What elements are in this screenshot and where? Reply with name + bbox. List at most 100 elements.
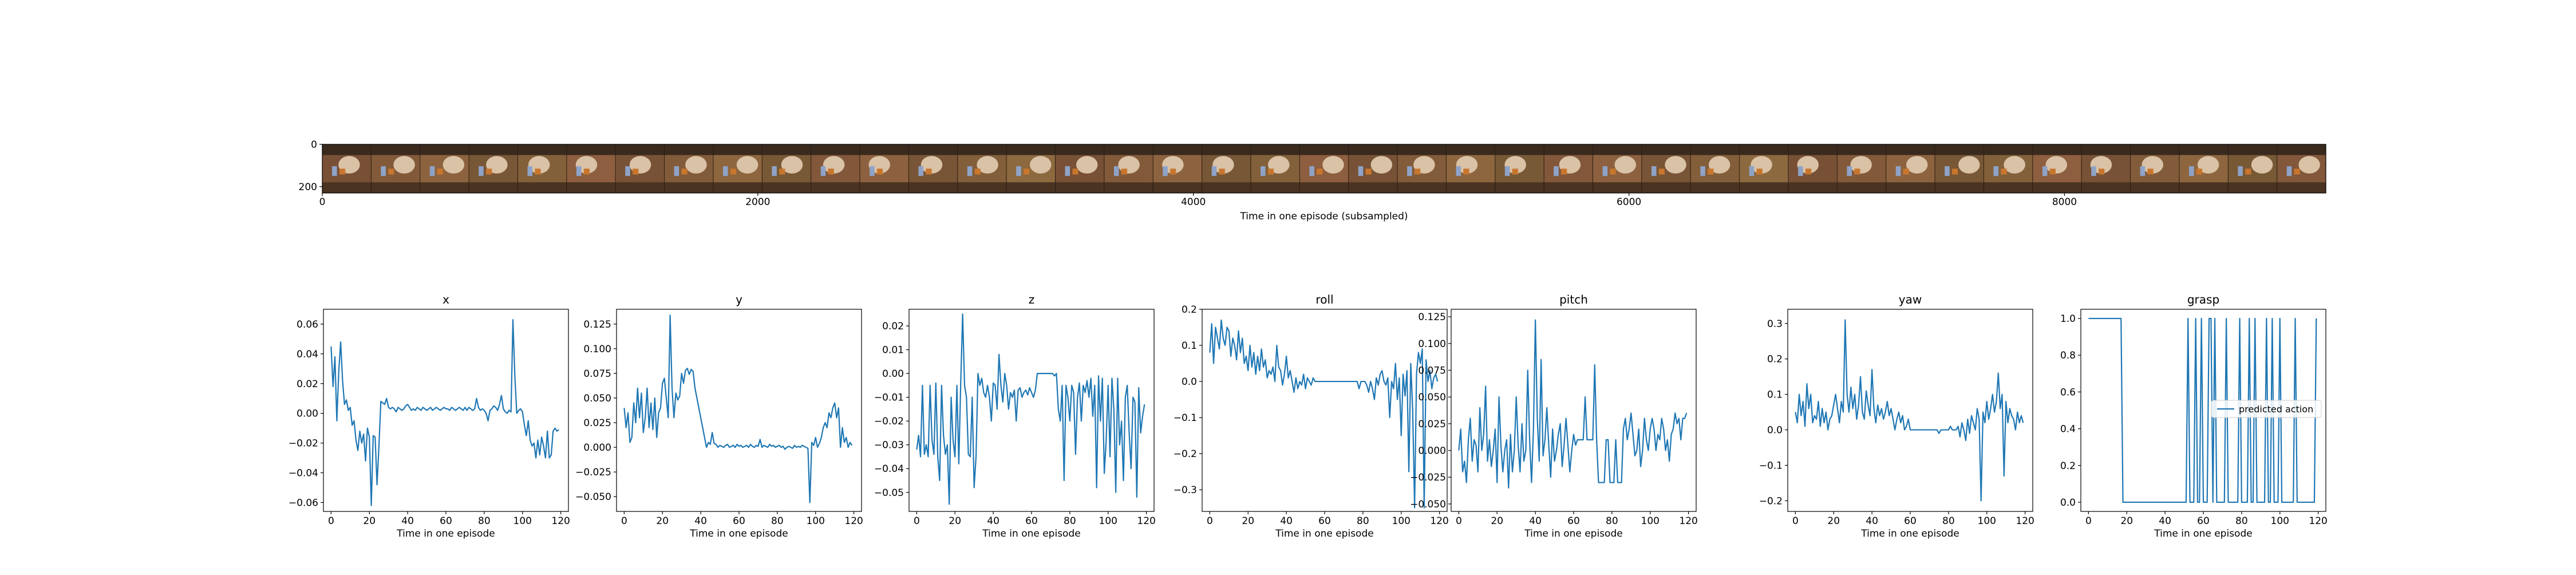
frame-object-blue [1602,166,1608,176]
frame-table-edge [371,182,420,193]
filmstrip-frame [1445,144,1495,193]
frame-back-wall [2081,144,2131,155]
frame-back-wall [2179,144,2229,155]
filmstrip-frame [1152,144,1202,193]
y-tick-label: 0.6 [2060,387,2076,398]
frame-object-blue [1309,166,1314,176]
frame-table-edge [420,182,469,193]
filmstrip-frame [1641,144,1691,193]
filmstrip-frame [615,144,665,193]
frame-table-edge [1348,182,1398,193]
filmstrip-frame [1836,144,1886,193]
y-tick-label: 0.0 [1182,376,1197,388]
frame-object-blue [429,166,435,176]
frame-table-edge [1299,182,1349,193]
filmstrip-frame [713,144,762,193]
y-tick-label: −0.025 [1410,472,1446,483]
y-tick-label: 0.01 [882,345,904,356]
frame-object-orange [339,168,346,175]
y-tick-label: 0.100 [583,344,611,355]
frame-robot-arm [1665,156,1686,174]
frame-object-orange [1805,168,1812,175]
frame-object-blue [1407,166,1412,176]
frame-object-orange [1610,168,1616,175]
x-tick-label: 20 [656,515,669,527]
x-tick-label: 60 [1567,515,1580,527]
frame-object-blue [870,166,875,176]
y-tick-label: 0.000 [583,442,611,454]
x-tick-label: 120 [2016,515,2034,527]
frame-object-blue [479,166,484,176]
frame-table-edge [1006,182,1056,193]
frame-table-edge [811,182,860,193]
series-line [330,319,559,506]
filmstrip-frame [1593,144,1642,193]
frame-object-blue [625,166,630,176]
x-axis-label: Time in one episode [396,528,495,539]
filmstrip-frame [2032,144,2082,193]
frame-object-blue [967,166,973,176]
frame-back-wall [1006,144,1056,155]
frame-object-orange [1561,168,1567,175]
frame-object-blue [332,166,337,176]
subplot-roll: 0 20 40 60 80 100 120 −0.3 −0.2 −0.1 0.0 0.1 0.2 roll… [1174,293,1449,539]
series-line [1795,319,2024,502]
frame-robot-arm [2004,156,2025,174]
frame-robot-arm [1504,156,1526,174]
filmstrip-frame [2130,144,2179,193]
frame-object-orange [1463,168,1469,175]
frame-robot-arm [1076,156,1098,174]
frame-back-wall [566,144,616,155]
frame-object-blue [820,166,826,176]
filmstrip-frame [2179,144,2229,193]
y-tick-label: 0.050 [583,393,611,404]
frame-object-orange [2049,168,2056,175]
y-tick-label: 0.4 [2060,424,2076,435]
frame-back-wall [1250,144,1300,155]
frame-object-blue [527,166,533,176]
frame-back-wall [615,144,665,155]
frame-object-blue [1895,166,1901,176]
filmstrip-frame [859,144,909,193]
filmstrip-frame [1202,144,1251,193]
frame-object-blue [2042,166,2048,176]
filmstrip-x-axis-label: Time in one episode (subsampled) [1239,211,1408,222]
filmstrip-frame [1934,144,1984,193]
frame-object-orange [1219,168,1225,175]
frame-object-orange [1121,168,1127,175]
frame-table-edge [566,182,616,193]
frame-robot-arm [2298,156,2320,174]
frame-object-orange [681,168,688,175]
subplot-title: z [1029,293,1035,306]
frame-table-edge [1055,182,1104,193]
frame-object-blue [381,166,386,176]
plot-area [323,309,568,511]
frame-table-edge [469,182,518,193]
frame-object-orange [633,168,639,175]
x-tick-label: 80 [1064,515,1076,527]
frame-object-orange [2196,168,2203,175]
frame-back-wall [1739,144,1788,155]
subplot-title: y [736,293,742,306]
frame-object-blue [576,166,582,176]
frame-table-edge [1984,182,2033,193]
frame-object-blue [1211,166,1217,176]
frame-table-edge [1153,182,1202,193]
frame-back-wall [1593,144,1642,155]
frame-back-wall [1348,144,1398,155]
y-tick-label: −0.02 [874,416,904,427]
y-tick-label: 0.125 [1418,312,1446,323]
filmstrip-frame [420,144,469,193]
y-tick-label: 0.050 [1418,392,1446,403]
frame-back-wall [860,144,909,155]
frame-table-edge [2277,182,2326,193]
frame-object-blue [772,166,777,176]
frame-back-wall [2228,144,2277,155]
frame-object-orange [1903,168,1909,175]
frame-back-wall [1837,144,1886,155]
y-tick-label: 0.8 [2060,350,2076,361]
frame-object-blue [2286,166,2292,176]
y-tick-label: −0.06 [289,497,318,509]
frame-table-edge [1837,182,1886,193]
filmstrip-frame [1348,144,1398,193]
